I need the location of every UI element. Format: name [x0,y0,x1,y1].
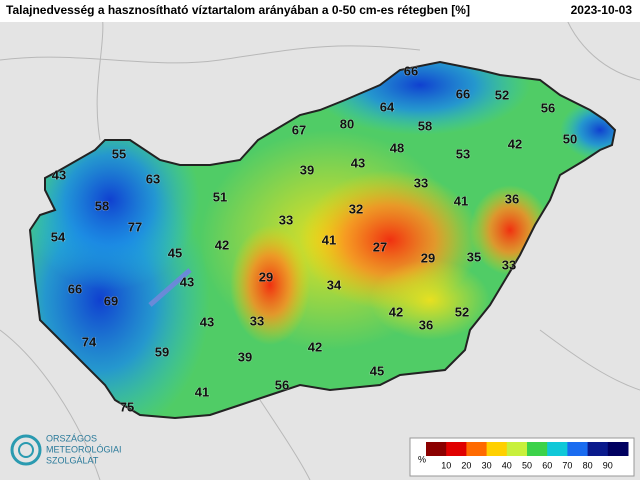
colorbar-tick-label: 60 [542,460,552,470]
lake-balaton [148,268,192,307]
colorbar-segment [587,442,609,456]
colorbar-tick-label: 20 [461,460,471,470]
station-value: 45 [168,245,182,260]
logo: ORSZÁGOS METEOROLÓGIAI SZOLGÁLAT [10,433,122,466]
colorbar-tick-label: 90 [603,460,613,470]
station-value: 43 [351,155,365,170]
colorbar-segment [607,442,629,456]
station-value: 33 [502,257,516,272]
station-value: 41 [195,384,209,399]
station-value: 43 [52,167,66,182]
colorbar-segment [486,442,508,456]
station-value: 56 [275,377,289,392]
station-value: 27 [373,239,387,254]
station-value: 43 [180,274,194,289]
station-value: 36 [419,317,433,332]
colorbar-tick-label: 80 [583,460,593,470]
station-value: 42 [389,304,403,319]
station-value: 74 [82,334,97,349]
colorbar-segment [466,442,488,456]
logo-text: SZOLGÁLAT [46,455,99,465]
legend-unit: % [418,454,426,464]
station-value: 35 [467,249,481,264]
station-value: 56 [541,100,555,115]
station-value: 54 [51,229,66,244]
colorbar-segment [547,442,568,456]
station-value: 34 [327,277,342,292]
station-value: 36 [505,191,519,206]
station-value: 51 [213,189,227,204]
colorbar-segment [567,442,589,456]
station-value: 33 [414,175,428,190]
colorbar-tick-label: 70 [562,460,572,470]
station-value: 48 [390,140,404,155]
station-value: 59 [155,344,169,359]
colorbar-tick-label: 50 [522,460,532,470]
station-value: 58 [95,198,109,213]
colorbar: 10 20 30 40 50 60 70 80 90 [426,442,629,470]
station-value: 39 [238,349,252,364]
map-title: Talajnedvesség a hasznosítható víztartal… [6,3,470,17]
station-value: 64 [380,99,395,114]
colorbar-tick-label: 10 [441,460,451,470]
station-value: 53 [456,146,470,161]
station-value: 33 [250,313,264,328]
logo-icon-inner [18,442,34,458]
station-value: 67 [292,122,306,137]
station-value: 80 [340,116,354,131]
station-value: 69 [104,293,118,308]
station-value: 66 [68,281,82,296]
station-value: 29 [421,250,435,265]
colorbar-segment [527,442,548,456]
colorbar-tick-label: 30 [482,460,492,470]
station-value: 29 [259,269,273,284]
logo-text: METEOROLÓGIAI [46,444,122,454]
station-value: 50 [563,131,577,146]
station-value: 43 [200,314,214,329]
station-value: 32 [349,201,363,216]
colorbar-segment [446,442,467,456]
station-value: 75 [120,399,134,414]
station-value: 45 [370,363,384,378]
station-value: 39 [300,162,314,177]
station-value: 41 [322,232,336,247]
map-date: 2023-10-03 [571,3,633,17]
logo-icon [10,434,42,466]
station-value: 63 [146,171,160,186]
station-value: 55 [112,146,126,161]
station-value: 58 [418,118,432,133]
station-value: 52 [455,304,469,319]
station-value: 42 [215,237,229,252]
colorbar-tick-label: 40 [502,460,512,470]
logo-text: ORSZÁGOS [46,433,97,443]
colorbar-segment [506,442,528,456]
station-value: 66 [456,86,470,101]
station-value: 66 [404,63,418,78]
station-value: 52 [495,87,509,102]
colorbar-segment [426,442,447,456]
station-value: 41 [454,193,468,208]
station-value: 42 [508,136,522,151]
station-value: 42 [308,339,322,354]
station-values: 66 66 52 56 64 80 67 58 42 50 55 48 53 39 43 43 63 33 51 41… [50,63,577,415]
title-bar [0,0,640,22]
station-value: 33 [279,212,293,227]
station-value: 77 [128,219,142,234]
